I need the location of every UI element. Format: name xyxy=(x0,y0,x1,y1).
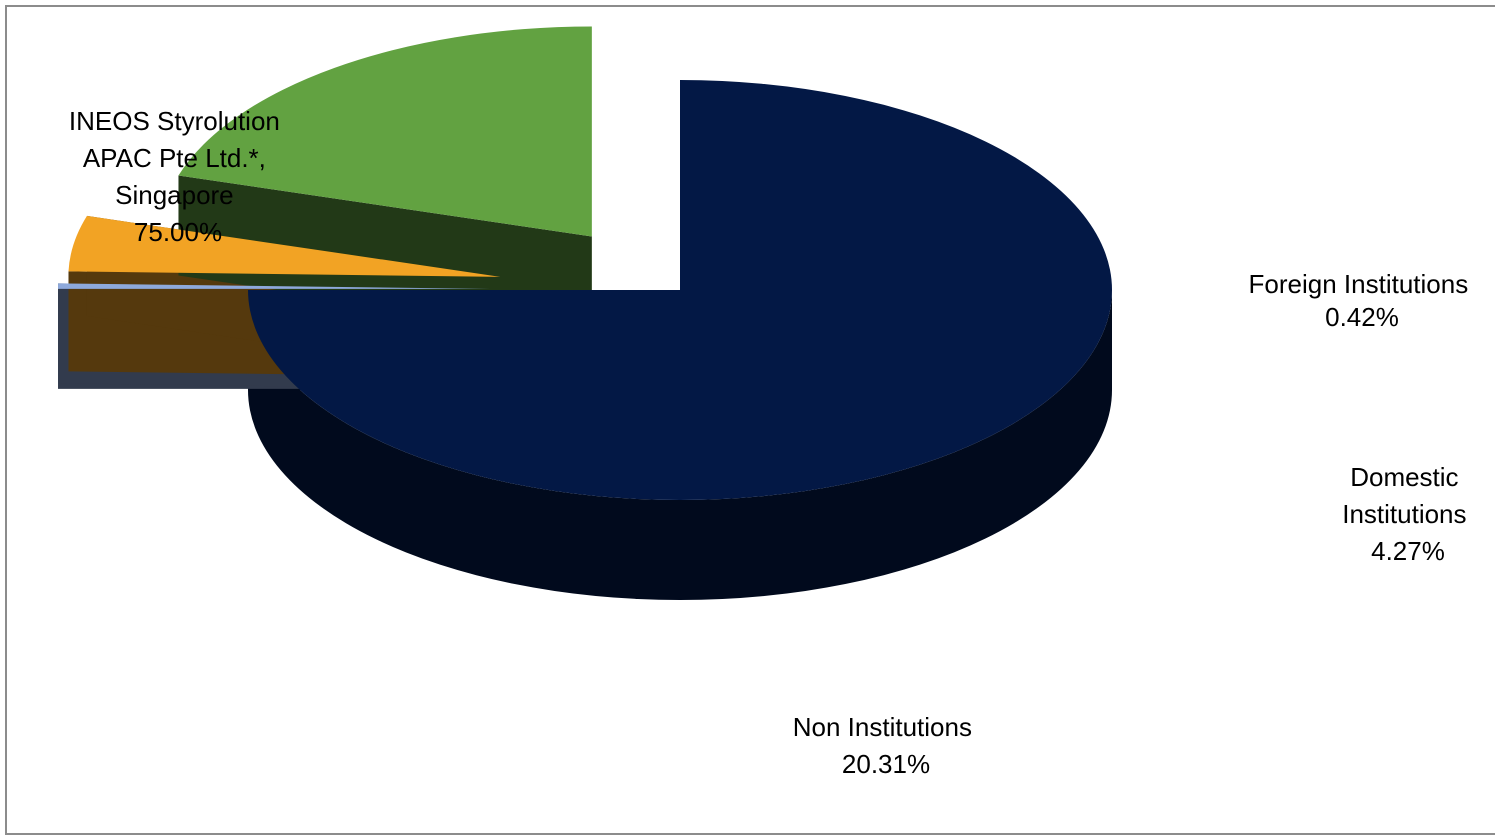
pie-tops xyxy=(58,26,1112,500)
label-domestic-percent: 4.27% xyxy=(1371,536,1445,566)
label-non-institutions: Non Institutions 20.31% xyxy=(793,712,979,779)
label-ineos-line-3: Singapore xyxy=(115,180,234,210)
label-non-line-1: Non Institutions xyxy=(793,712,972,742)
slice-foreign xyxy=(58,283,491,289)
slice-ineos xyxy=(248,80,1112,500)
label-domestic-line-2: Institutions xyxy=(1342,499,1466,529)
pie-labels: INEOS Styrolution APAC Pte Ltd.*, Singap… xyxy=(69,106,1476,779)
label-foreign-line-1: Foreign Institutions xyxy=(1249,269,1469,299)
label-ineos: INEOS Styrolution APAC Pte Ltd.*, Singap… xyxy=(69,106,287,247)
slice-non-institutions xyxy=(178,26,592,237)
label-ineos-line-1: INEOS Styrolution xyxy=(69,106,280,136)
label-ineos-line-2: APAC Pte Ltd.*, xyxy=(83,143,266,173)
label-ineos-percent: 75.00% xyxy=(134,217,222,247)
label-domestic-line-1: Domestic xyxy=(1350,462,1458,492)
label-non-percent: 20.31% xyxy=(842,749,930,779)
label-foreign-percent: 0.42% xyxy=(1325,302,1399,332)
slice-domestic xyxy=(68,215,501,277)
label-foreign: Foreign Institutions 0.42% xyxy=(1249,269,1476,332)
slice-ineos-outer-wall xyxy=(248,290,1112,600)
label-domestic: Domestic Institutions 4.27% xyxy=(1342,462,1474,566)
